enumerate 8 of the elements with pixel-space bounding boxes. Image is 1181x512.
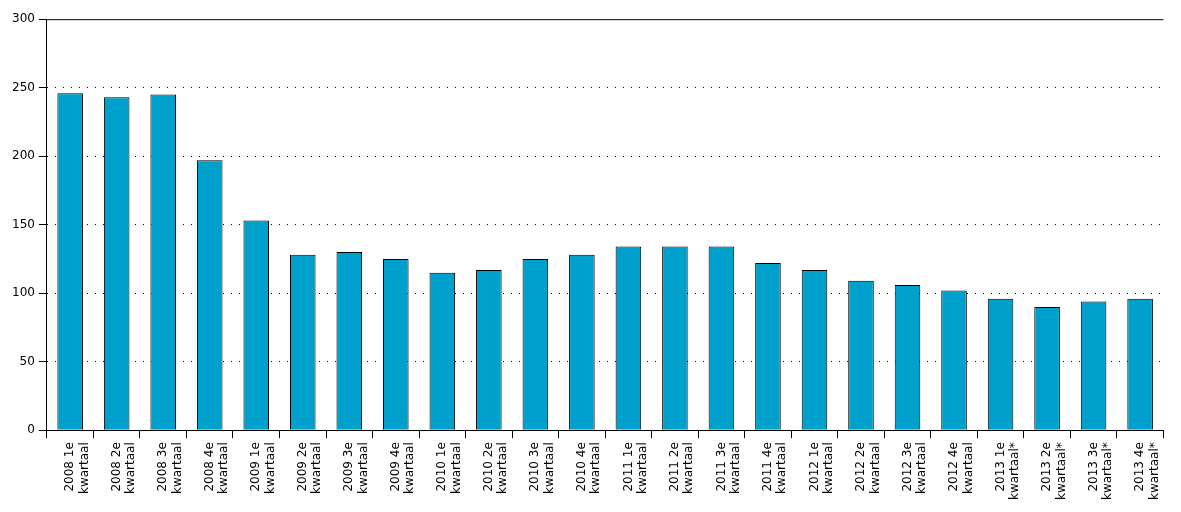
y-tick-label: 0	[27, 422, 35, 437]
y-tick-label: 250	[12, 79, 35, 94]
y-tick-label: 100	[12, 285, 35, 300]
y-tick-label: 50	[19, 353, 35, 368]
x-tick-label: 2008 1e kwartaal	[62, 442, 91, 494]
y-tick-label: 300	[12, 11, 35, 26]
y-tick-label: 150	[12, 216, 35, 231]
y-tick-label: 200	[12, 148, 35, 163]
